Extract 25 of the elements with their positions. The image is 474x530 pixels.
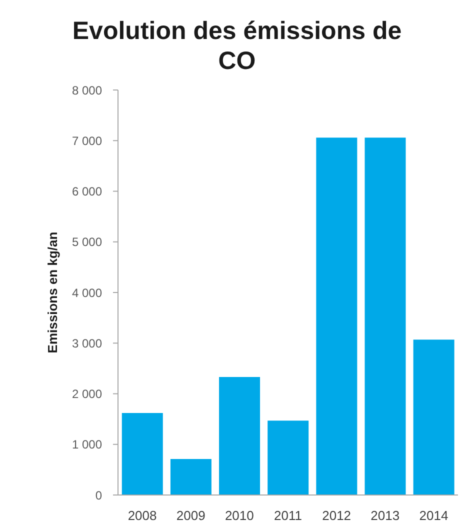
y-tick-label: 5 000: [72, 235, 102, 250]
y-tick-label: 4 000: [72, 286, 102, 300]
y-tick-label: 7 000: [72, 134, 102, 148]
y-tick-label: 0: [95, 488, 102, 502]
y-tick-label: 8 000: [72, 83, 102, 98]
y-axis-title: Emissions en kg/an: [44, 232, 60, 354]
x-tick-label: 2012: [322, 508, 352, 524]
bar: [122, 412, 163, 495]
x-tick-label: 2011: [274, 508, 302, 524]
bar: [413, 340, 454, 495]
y-tick-label: 1 000: [72, 438, 102, 452]
bar: [219, 377, 260, 495]
bar: [316, 138, 358, 495]
y-tick-label: 6 000: [72, 184, 102, 199]
chart-title: Evolution des émissions de CO: [71, 16, 403, 76]
x-tick-label: 2009: [176, 508, 206, 524]
y-tick-label: 2 000: [72, 387, 102, 402]
bar: [268, 420, 309, 495]
x-tick-label: 2010: [224, 508, 254, 524]
x-tick-label: 2013: [370, 508, 400, 524]
x-tick-label: 2014: [419, 508, 448, 524]
bar: [170, 459, 212, 495]
y-tick-label: 3 000: [72, 336, 102, 350]
bar: [364, 138, 406, 495]
x-tick-label: 2008: [128, 508, 157, 524]
